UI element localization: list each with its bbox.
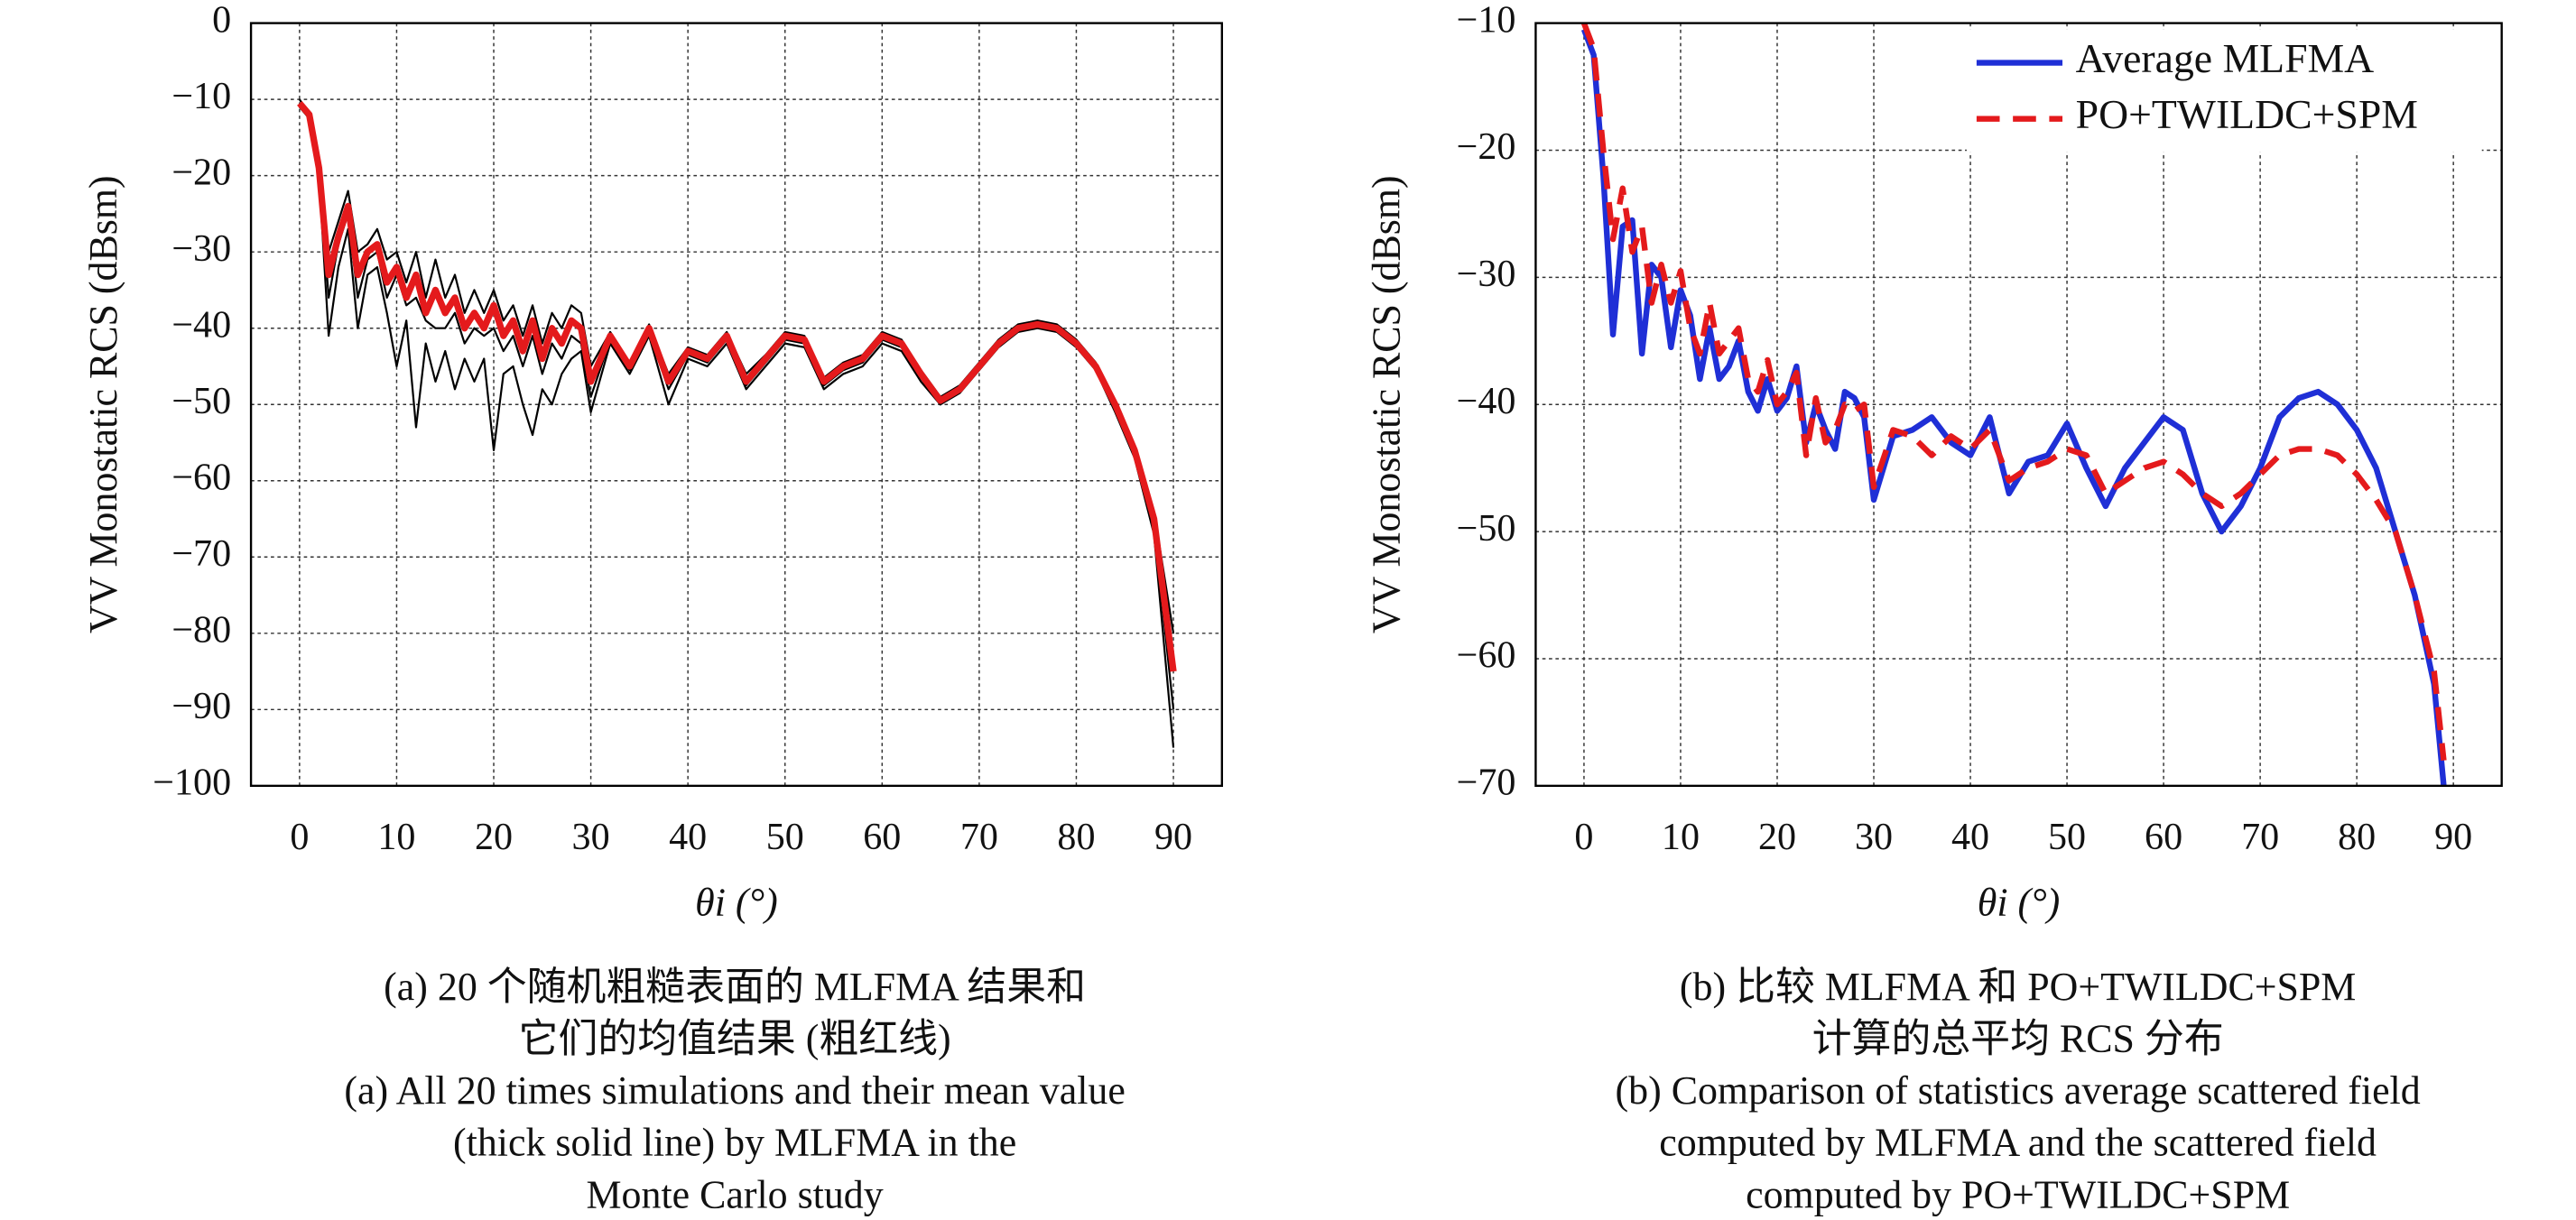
y-tick-label: −30 (1457, 254, 1516, 295)
caption-line: (a) 20 个随机粗糙表面的 MLFMA 结果和 (384, 966, 1086, 1009)
data-line (1580, 28, 2447, 786)
caption-line: computed by MLFMA and the scattered fiel… (1659, 1122, 2377, 1165)
caption-line: (b) 比较 MLFMA 和 PO+TWILDC+SPM (1680, 966, 2356, 1009)
plot-area (297, 98, 1177, 748)
y-tick-label: −100 (153, 762, 231, 803)
x-tick-label: 70 (2241, 817, 2279, 858)
x-tick-label: 10 (377, 817, 415, 858)
x-tick-label: 80 (1057, 817, 1095, 858)
x-tick-label: 20 (1758, 817, 1796, 858)
y-tick-label: −50 (171, 381, 231, 422)
y-tick-label: −70 (171, 533, 231, 575)
caption-line: 计算的总平均 RCS 分布 (1812, 1017, 2224, 1060)
legend-label: Average MLFMA (2076, 35, 2375, 81)
data-line (1580, 23, 2447, 762)
caption-line: (a) All 20 times simulations and their m… (344, 1069, 1125, 1113)
y-tick-label: −80 (171, 609, 231, 651)
y-axis-label: VV Monostatic RCS (dBsm) (82, 175, 125, 633)
y-tick-label: −10 (171, 76, 231, 117)
x-tick-label: 10 (1662, 817, 1700, 858)
y-tick-label: −60 (1457, 635, 1516, 677)
x-tick-label: 0 (1574, 817, 1593, 858)
x-axis-label: θi (°) (1978, 881, 2061, 924)
y-tick-label: −90 (171, 686, 231, 727)
y-tick-label: 0 (212, 0, 231, 41)
x-tick-label: 80 (2338, 817, 2376, 858)
data-line (297, 100, 1177, 672)
plot-area (1580, 23, 2447, 786)
plot-frame (249, 22, 1224, 788)
x-tick-label: 60 (863, 817, 901, 858)
plot-frame (1534, 22, 2503, 788)
x-tick-label: 50 (766, 817, 804, 858)
x-tick-label: 90 (1154, 817, 1192, 858)
y-tick-label: −20 (1457, 126, 1516, 168)
legend-box (1966, 29, 2482, 152)
x-tick-label: 0 (290, 817, 309, 858)
x-tick-label: 90 (2434, 817, 2472, 858)
y-tick-label: −50 (1457, 508, 1516, 550)
x-tick-label: 30 (572, 817, 610, 858)
caption-line: (b) Comparison of statistics average sca… (1616, 1069, 2421, 1113)
x-tick-label: 40 (1951, 817, 1989, 858)
caption-line: computed by PO+TWILDC+SPM (1746, 1173, 2290, 1216)
y-axis-label: VV Monostatic RCS (dBsm) (1366, 175, 1409, 633)
x-axis-label: θi (°) (695, 881, 778, 924)
caption-line: (thick solid line) by MLFMA in the (453, 1122, 1016, 1165)
y-tick-label: −40 (171, 304, 231, 346)
x-tick-label: 60 (2145, 817, 2182, 858)
x-tick-label: 70 (960, 817, 998, 858)
y-tick-label: −30 (171, 228, 231, 270)
y-tick-label: −20 (171, 152, 231, 193)
y-tick-label: −40 (1457, 381, 1516, 422)
x-tick-label: 40 (669, 817, 707, 858)
caption-line: Monte Carlo study (587, 1173, 884, 1216)
y-tick-label: −60 (171, 457, 231, 498)
y-tick-label: −70 (1457, 762, 1516, 803)
y-tick-label: −10 (1457, 0, 1516, 41)
caption-line: 它们的均值结果 (粗红线) (519, 1017, 951, 1060)
x-tick-label: 20 (475, 817, 513, 858)
x-tick-label: 50 (2048, 817, 2086, 858)
x-tick-label: 30 (1855, 817, 1893, 858)
legend-label: PO+TWILDC+SPM (2076, 91, 2418, 137)
